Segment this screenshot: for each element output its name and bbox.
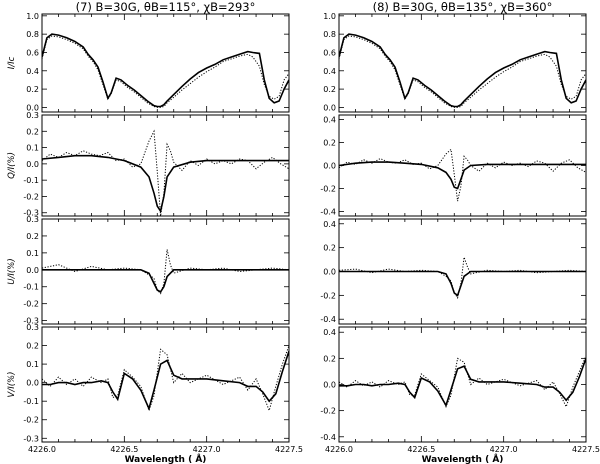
y-tick-label: -0.2 xyxy=(320,407,336,416)
y-tick-label: 0.4 xyxy=(26,67,39,76)
y-tick-label: -0.3 xyxy=(23,317,39,326)
y-tick-label: 0.0 xyxy=(323,162,336,171)
y-tick-label: 0.4 xyxy=(323,116,336,125)
y-tick-label: -0.4 xyxy=(320,315,336,324)
x-tick-label: 4226.0 xyxy=(325,445,353,454)
observed-series-line xyxy=(339,35,586,108)
y-tick-label: 1.0 xyxy=(323,12,336,21)
synthetic-series-line xyxy=(42,350,289,411)
y-tick-label: 0.0 xyxy=(26,266,39,275)
y-tick-label: -0.2 xyxy=(320,184,336,193)
y-tick-label: -0.3 xyxy=(23,434,39,443)
synthetic-series-line xyxy=(339,270,586,297)
y-tick-label: -0.2 xyxy=(23,192,39,201)
synthetic-series-line xyxy=(339,33,586,108)
panel-7: -0.4 -0.2 0.0 0.2 0.4 xyxy=(320,218,587,325)
y-tick-label: -0.4 xyxy=(320,433,336,442)
panel-2: -0.3 -0.2 -0.1 0.0 0.1 0.2 0.3 Q/I(%) xyxy=(7,111,290,218)
synthetic-series-line xyxy=(339,358,586,408)
x-tick-label: 4227.5 xyxy=(275,445,303,454)
panel-frame xyxy=(41,114,290,217)
observed-series-line xyxy=(339,355,586,409)
y-tick-label: 0.2 xyxy=(26,127,39,136)
y-tick-label: 0.1 xyxy=(26,249,39,258)
x-tick-label: 4227.0 xyxy=(193,445,221,454)
y-tick-label: -0.1 xyxy=(23,397,39,406)
y-tick-label: 0.6 xyxy=(26,48,39,57)
x-tick-label: 4226.5 xyxy=(110,445,138,454)
y-tick-label: 0.6 xyxy=(323,48,336,57)
y-tick-label: 0.0 xyxy=(323,268,336,277)
y-tick-label: -0.2 xyxy=(320,291,336,300)
panel-6: -0.4 -0.2 0.0 0.2 0.4 xyxy=(320,114,587,217)
y-axis-label: Q/I(%) xyxy=(7,152,17,179)
y-tick-label: 0.4 xyxy=(323,220,336,229)
y-tick-label: 0.3 xyxy=(26,323,39,332)
y-tick-label: 0.1 xyxy=(26,360,39,369)
panel-1: 0.0 0.2 0.4 0.6 0.8 1.0 (7) B=30G, θB=115°, χB… xyxy=(7,0,290,113)
y-tick-label: 0.0 xyxy=(26,160,39,169)
x-tick-label: 4226.0 xyxy=(28,445,56,454)
panel-frame xyxy=(338,114,587,217)
observed-series-line xyxy=(339,257,586,300)
y-tick-label: -0.1 xyxy=(23,176,39,185)
panel-frame xyxy=(338,13,587,113)
y-tick-label: 0.0 xyxy=(323,103,336,112)
synthetic-series-line xyxy=(42,154,289,214)
panel-3: -0.3 -0.2 -0.1 0.0 0.1 0.2 0.3 U/I(%) xyxy=(7,215,290,326)
panel-frame xyxy=(41,326,290,443)
y-tick-label: 0.0 xyxy=(26,103,39,112)
y-tick-label: -0.2 xyxy=(23,300,39,309)
y-tick-label: 0.2 xyxy=(323,139,336,148)
y-tick-label: 0.3 xyxy=(26,111,39,120)
y-tick-label: 0.8 xyxy=(26,30,39,39)
panel-title: (7) B=30G, θB=115°, χB=293° xyxy=(76,0,256,14)
panel-title: (8) B=30G, θB=135°, χB=360° xyxy=(373,0,553,14)
y-tick-label: -0.1 xyxy=(23,283,39,292)
observed-series-line xyxy=(42,345,289,413)
observed-series-line xyxy=(42,129,289,216)
synthetic-series-line xyxy=(42,33,289,108)
y-tick-label: 0.2 xyxy=(26,342,39,351)
synthetic-series-line xyxy=(339,161,586,190)
y-tick-label: 0.8 xyxy=(323,30,336,39)
y-tick-label: 0.3 xyxy=(26,215,39,224)
synthetic-series-line xyxy=(42,269,289,293)
y-axis-label: U/I(%) xyxy=(7,258,17,284)
y-tick-label: 0.2 xyxy=(323,354,336,363)
panel-frame xyxy=(41,218,290,325)
y-tick-label: 0.0 xyxy=(26,379,39,388)
y-tick-label: 0.2 xyxy=(323,244,336,253)
y-tick-label: 0.2 xyxy=(323,85,336,94)
panel-5: 0.0 0.2 0.4 0.6 0.8 1.0 (8) B=30G, θB=135°, χB… xyxy=(323,0,587,113)
x-axis-label: Wavelength ( Å) xyxy=(422,454,504,464)
x-tick-label: 4227.5 xyxy=(572,445,600,454)
y-tick-label: 1.0 xyxy=(26,12,39,21)
y-axis-label: I/Ic xyxy=(7,56,17,69)
y-tick-label: 0.4 xyxy=(323,67,336,76)
y-tick-label: -0.2 xyxy=(23,416,39,425)
y-tick-label: 0.1 xyxy=(26,144,39,153)
x-axis-label: Wavelength ( Å) xyxy=(125,454,207,464)
panel-8: -0.4 -0.2 0.0 0.2 0.4 4226.0 4226.5 4227.0 4227.… xyxy=(320,326,600,464)
y-tick-label: 0.4 xyxy=(323,328,336,337)
observed-series-line xyxy=(42,35,289,108)
y-tick-label: 0.0 xyxy=(323,381,336,390)
y-tick-label: -0.3 xyxy=(23,209,39,218)
panel-4: -0.3 -0.2 -0.1 0.0 0.1 0.2 0.3 4226.0 4226.5 4227… xyxy=(7,323,303,464)
panel-frame xyxy=(41,13,290,113)
y-tick-label: -0.4 xyxy=(320,207,336,216)
x-tick-label: 4227.0 xyxy=(490,445,518,454)
y-tick-label: 0.2 xyxy=(26,232,39,241)
x-tick-label: 4226.5 xyxy=(407,445,435,454)
y-tick-label: 0.2 xyxy=(26,85,39,94)
observed-series-line xyxy=(42,249,289,295)
y-axis-label: V/I(%) xyxy=(7,372,17,398)
